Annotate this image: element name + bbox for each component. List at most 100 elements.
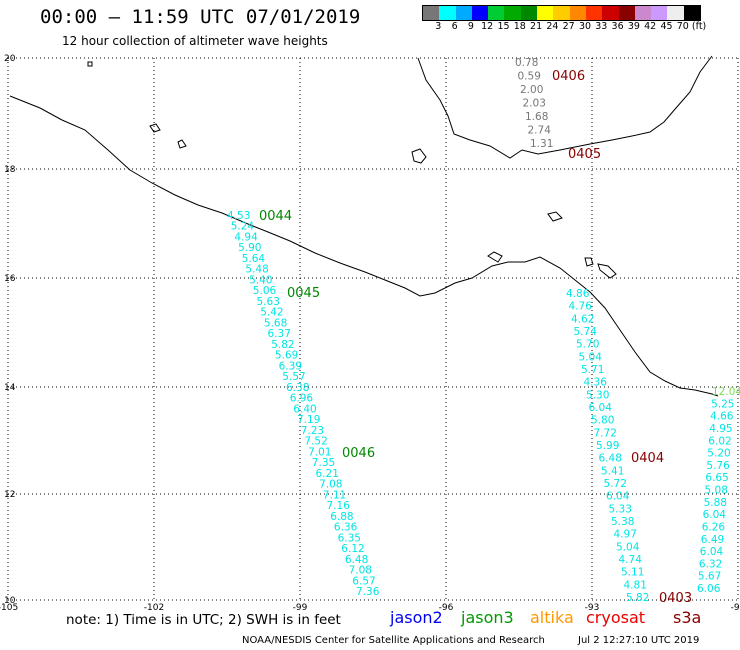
wave-height-tracks: 0.78 0.592.00 2.031.68 2.741.31 4.535.244.94… [227, 57, 740, 604]
legend-swatch [520, 6, 538, 20]
latitude-label: 14 [4, 383, 16, 393]
swh-label-track-0406-0405: 2.74 [528, 125, 552, 137]
longitude-label: -96 [439, 603, 454, 613]
swh-label-track-0044-0046: 5.82 [271, 339, 294, 351]
swh-label-track-0404-0403: 5.82 [626, 592, 649, 604]
swh-label-track-0044-0046: 6.96 [290, 393, 314, 405]
longitude-label: -93 [585, 603, 600, 613]
swh-label-track-0404-0403: 5.71 [581, 364, 604, 376]
legend-tick-label: 18 [513, 21, 526, 32]
sat-altika: altika [530, 608, 574, 627]
swh-label-track-0404-0403: 5.38 [611, 516, 634, 528]
swh-label-track-0044-0046: 6.48 [345, 554, 368, 566]
latitude-label: 10 [4, 596, 16, 606]
swh-label-track-east: 6.06 [697, 583, 721, 595]
swh-label-track-0044-0046: 6.37 [268, 328, 291, 340]
swh-label-track-0406-0405: 2.03 [523, 98, 546, 110]
latitude-label: 18 [4, 165, 16, 175]
legend-tick-label: 15 [497, 21, 510, 32]
swh-label-track-0044-0046: 7.52 [304, 436, 327, 448]
swh-label-track-east: 6.49 [701, 534, 724, 546]
sat-jason2: jason2 [390, 608, 443, 627]
swh-label-track-0404-0403: 5.04 [616, 541, 640, 553]
swh-label-track-0044-0046: 6.38 [286, 382, 309, 394]
swh-label-track-0406-0405: 1.31 [530, 138, 553, 150]
legend-swatch [488, 6, 505, 20]
swh-label-track-0044-0046: 7.19 [297, 414, 320, 426]
swh-label-track-east: 5.88 [704, 497, 727, 509]
swh-label-track-0044-0046: 6.40 [293, 403, 316, 415]
latitude-label: 12 [4, 490, 15, 500]
swh-label-track-0044-0046: 7.01 [308, 446, 331, 458]
swh-label-track-0404-0403: 5.72 [604, 478, 627, 490]
legend-tick-label: 21 [530, 21, 543, 32]
swh-label-track-0044-0046: 6.35 [338, 532, 361, 544]
units-note: note: 1) Time is in UTC; 2) SWH is in fe… [66, 612, 341, 628]
swh-label-track-east: 5.76 [706, 460, 730, 472]
swh-label-track-0044-0046: 5.48 [245, 264, 268, 276]
swh-label-track-east: 6.04 [700, 546, 724, 558]
swh-label-track-0404-0403: 4.62 [571, 313, 594, 325]
swh-label-track-0404-0403: 4.76 [569, 301, 593, 313]
legend-swatch [683, 6, 701, 20]
swh-label-track-0404-0403: 4.36 [584, 377, 608, 389]
swh-label-track-0044-0046: 7.11 [323, 489, 346, 501]
legend-swatch [585, 6, 603, 20]
swh-label-track-0404-0403: 5.04 [579, 351, 603, 363]
legend-tick-label: 33 [595, 21, 608, 32]
swh-label-track-0404-0403: 6.04 [606, 491, 630, 503]
swh-label-track-east: 6.04 [703, 509, 727, 521]
swh-label-track-0044-0046: 5.57 [282, 371, 305, 383]
color-scale-legend [422, 5, 702, 21]
swh-label-track-0044-0046: 4.94 [234, 232, 258, 244]
legend-tick-label: 45 [660, 21, 673, 32]
swh-label-track-east: 6.32 [699, 558, 722, 570]
swh-label-track-0406-0405: 2.00 [520, 84, 543, 96]
island-2 [547, 211, 563, 222]
legend-swatch [667, 6, 684, 20]
swh-label-track-0406-0405: 1.68 [525, 111, 548, 123]
sat-cryosat: cryosat [586, 608, 646, 627]
swh-label-track-0044-0046: 6.88 [330, 511, 353, 523]
swh-label-track-0044-0046: 6.21 [316, 468, 339, 480]
swh-label-track-0044-0046: 5.68 [264, 317, 287, 329]
island-1 [411, 148, 427, 164]
swh-label-track-0404-0403: 5.74 [574, 326, 598, 338]
swh-label-track-0404-0403: 4.74 [619, 554, 643, 566]
swh-label-track-0044-0046: 5.40 [249, 275, 272, 287]
legend-swatch [618, 6, 635, 20]
legend-tick-label: 24 [546, 21, 559, 32]
pass-label-0046: 0046 [342, 446, 375, 461]
legend-swatch [602, 6, 619, 20]
swh-label-track-0044-0046: 7.08 [319, 479, 342, 491]
longitude-label: -102 [144, 603, 164, 613]
latitude-label: 16 [4, 274, 16, 284]
island-6 [87, 61, 93, 67]
pass-label-0404: 0404 [631, 451, 664, 466]
swh-label-track-east: 6.26 [702, 521, 726, 533]
legend-tick-label: 39 [627, 21, 640, 32]
swh-label-track-0404-0403: 5.80 [591, 415, 614, 427]
swh-label-track-0404-0403: 4.97 [614, 529, 637, 541]
swh-label-track-0404-0403: 5.11 [621, 567, 644, 579]
swh-label-track-east: 6.02 [708, 435, 731, 447]
swh-label-track-0044-0046: 7.36 [356, 586, 380, 598]
swh-label-track-east: 6.65 [705, 472, 728, 484]
map-subtitle: 12 hour collection of altimeter wave hei… [62, 34, 328, 48]
swh-label-track-0044-0046: 7.08 [349, 565, 372, 577]
swh-label-track-0044-0046: 5.06 [253, 285, 277, 297]
swh-label-track-0044-0046: 6.36 [334, 522, 358, 534]
lat-lon-grid [7, 57, 739, 601]
legend-tick-label: 27 [562, 21, 575, 32]
swh-label-track-0404-0403: 6.48 [599, 453, 622, 465]
pass-label-0406: 0406 [552, 69, 585, 84]
latitude-label: 20 [4, 54, 16, 64]
legend-tick-label: 6 [451, 21, 458, 32]
swh-label-track-0044-0046: 6.39 [279, 360, 302, 372]
legend-swatch [634, 6, 652, 20]
swh-label-track-0404-0403: 5.41 [601, 465, 624, 477]
swh-label-track-0404-0403: 6.04 [589, 402, 613, 414]
longitude-label: -99 [293, 603, 308, 613]
swh-label-track-0404-0403: 4.86 [566, 288, 590, 300]
swh-label-track-0044-0046: 7.23 [301, 425, 324, 437]
